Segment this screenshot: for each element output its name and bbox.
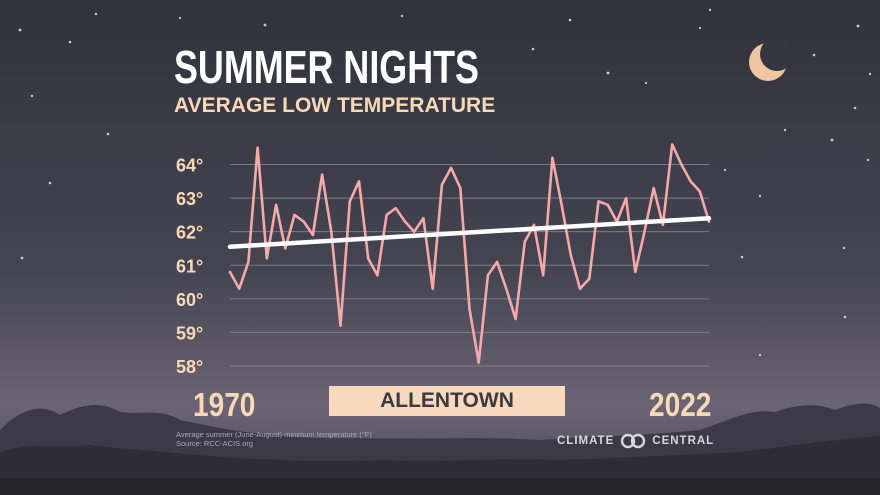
page-title: SUMMER NIGHTS [174,41,479,93]
trend-line [227,215,712,250]
temperature-series-line [228,143,711,364]
moon-icon [749,37,794,81]
climate-central-logo-icon [621,433,646,449]
location-banner: ALLENTOWN [329,386,565,416]
y-tick-label: 60° [176,290,203,310]
x-tick-label-start: 1970 [193,386,256,423]
page-subtitle: AVERAGE LOW TEMPERATURE [174,94,496,117]
y-tick-label: 64° [176,156,203,176]
brand-name-right: CENTRAL [652,435,715,447]
series [227,143,712,364]
brand-name-left: CLIMATE [557,435,615,447]
ground [0,478,880,495]
y-tick-label: 59° [176,323,203,343]
stars [18,8,872,357]
location-label: ALLENTOWN [380,389,514,412]
brand-logo: CLIMATE CENTRAL [557,433,714,449]
y-tick-label: 58° [176,357,203,377]
footnote-source: Source: RCC-ACIS.org [176,439,254,448]
x-tick-label-end: 2022 [649,386,712,423]
y-tick-label: 61° [176,256,203,276]
y-axis-ticks: 58° 59° 60° 61° 62° 63° 64° [176,156,203,378]
y-tick-label: 63° [176,189,203,209]
footnote-description: Average summer (June-August) minimum tem… [176,430,372,439]
y-tick-label: 62° [176,223,203,243]
footnote: Average summer (June-August) minimum tem… [176,430,372,448]
